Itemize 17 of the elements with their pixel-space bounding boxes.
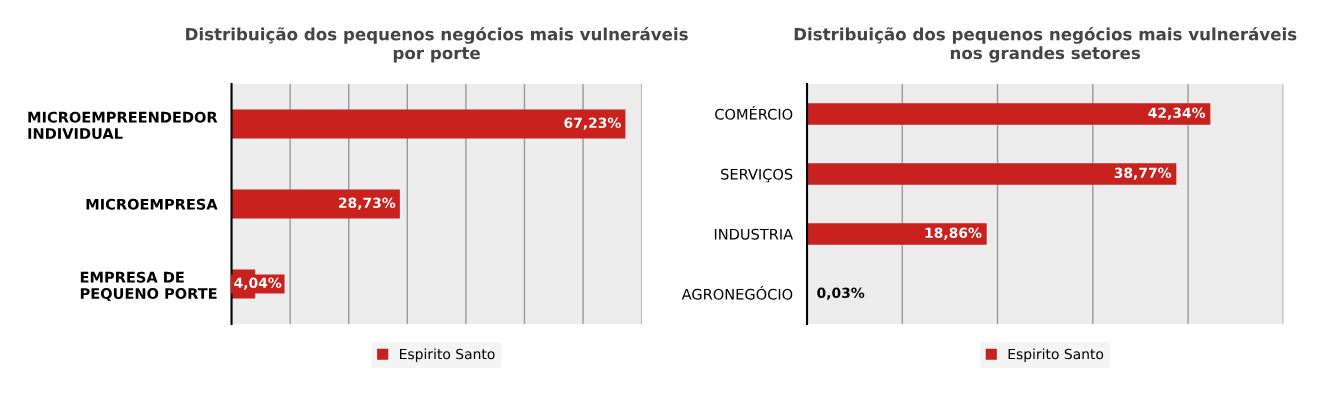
y-tick-label: EMPRESA DE PEQUENO PORTE [80,271,217,301]
y-tick-label: MICROEMPRESA [86,198,218,210]
data-label: 42,34% [1148,107,1206,120]
chart-title: Distribuição dos pequenos negócios mais vulneráveis nos grandes setores [794,26,1297,63]
data-label: 0,03% [817,287,865,300]
data-label: 38,77% [1114,167,1172,180]
data-label: 28,73% [339,197,396,210]
y-tick-label: MICROEMPREENDEDOR INDIVIDUAL [28,111,218,140]
legend-label: Espirito Santo [1008,348,1104,362]
legend-label: Espirito Santo [400,348,495,362]
y-tick-label: INDUSTRIA [714,228,794,240]
chart-title: Distribuição dos pequenos negócios mais vulneráveis por porte [186,26,688,63]
data-label: 18,86% [925,227,982,240]
y-tick-label: SERVIÇOS [721,168,793,183]
y-tick-label: AGRONEGÓCIO [681,286,793,300]
data-label: 67,23% [564,117,621,130]
y-tick-label: COMÉRCIO [715,106,793,120]
